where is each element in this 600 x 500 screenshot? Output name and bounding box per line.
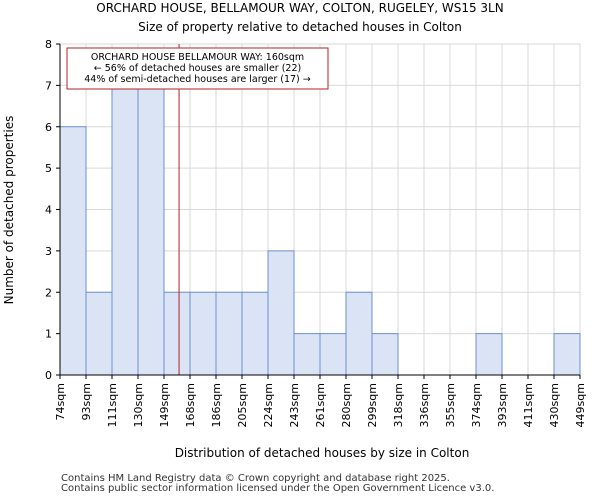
axis-layer: 0 1 2 3 4 5 6 7 8 74sqm 93sqm 111sqm 130sqm 149sqm 168… bbox=[45, 38, 587, 427]
x-tick-label: 149sqm bbox=[158, 383, 171, 427]
x-tick-label: 336sqm bbox=[418, 383, 431, 427]
bar-layer bbox=[59, 84, 581, 376]
annotation-box: ORCHARD HOUSE BELLAMOUR WAY: 160sqm ← 56… bbox=[66, 47, 329, 90]
bar bbox=[59, 126, 87, 376]
footer-line-1: Contains HM Land Registry data © Crown c… bbox=[61, 473, 450, 484]
x-tick-label: 374sqm bbox=[470, 383, 483, 427]
bar bbox=[319, 333, 347, 376]
x-tick-label: 205sqm bbox=[236, 383, 249, 427]
x-axis-label: Distribution of detached houses by size … bbox=[175, 446, 470, 460]
bar bbox=[345, 291, 373, 376]
annotation-line-3: 44% of semi-detached houses are larger (… bbox=[84, 74, 311, 85]
x-tick-label: 411sqm bbox=[522, 383, 535, 427]
y-tick-label: 5 bbox=[45, 162, 52, 175]
x-tick-label: 299sqm bbox=[366, 383, 379, 427]
y-tick-label: 6 bbox=[45, 121, 52, 134]
bar bbox=[267, 250, 295, 376]
x-tick-label: 261sqm bbox=[314, 383, 327, 427]
footer-line-2: Contains public sector information licen… bbox=[61, 483, 495, 494]
x-tick-label: 224sqm bbox=[262, 383, 275, 427]
x-tick-label: 449sqm bbox=[574, 383, 587, 427]
x-tick-label: 186sqm bbox=[210, 383, 223, 427]
bar bbox=[293, 333, 321, 376]
y-tick-label: 2 bbox=[45, 286, 52, 299]
annotation-frame bbox=[66, 47, 329, 90]
y-tick-label: 7 bbox=[45, 79, 52, 92]
bar bbox=[85, 291, 113, 376]
bar bbox=[475, 333, 503, 376]
bar bbox=[371, 333, 399, 376]
bar bbox=[189, 291, 217, 376]
y-axis-label: Number of detached properties bbox=[2, 116, 16, 305]
annotation-line-1: ORCHARD HOUSE BELLAMOUR WAY: 160sqm bbox=[91, 52, 304, 63]
x-tick-label: 74sqm bbox=[54, 383, 67, 420]
y-tick-label: 4 bbox=[45, 204, 52, 217]
y-tick-label: 0 bbox=[45, 369, 52, 382]
y-tick-label: 8 bbox=[45, 38, 52, 51]
bar bbox=[137, 84, 165, 376]
x-tick-label: 430sqm bbox=[548, 383, 561, 427]
x-tick-label: 111sqm bbox=[106, 383, 119, 427]
x-tick-label: 355sqm bbox=[444, 383, 457, 427]
x-tick-label: 318sqm bbox=[392, 383, 405, 427]
x-tick-label: 393sqm bbox=[496, 383, 509, 427]
x-tick-label: 130sqm bbox=[132, 383, 145, 427]
y-tick-label: 1 bbox=[45, 328, 52, 341]
x-tick-label: 280sqm bbox=[340, 383, 353, 427]
x-tick-label: 93sqm bbox=[80, 383, 93, 420]
bar bbox=[111, 84, 139, 376]
chart-subtitle: Size of property relative to detached ho… bbox=[138, 20, 462, 34]
chart-title: ORCHARD HOUSE, BELLAMOUR WAY, COLTON, RU… bbox=[96, 1, 503, 15]
x-tick-label: 243sqm bbox=[288, 383, 301, 427]
y-tick-label: 3 bbox=[45, 245, 52, 258]
bar bbox=[553, 333, 581, 376]
bar bbox=[163, 291, 191, 376]
bar bbox=[215, 291, 243, 376]
bar bbox=[241, 291, 269, 376]
x-tick-label: 168sqm bbox=[184, 383, 197, 427]
annotation-line-2: ← 56% of detached houses are smaller (22… bbox=[94, 63, 301, 74]
